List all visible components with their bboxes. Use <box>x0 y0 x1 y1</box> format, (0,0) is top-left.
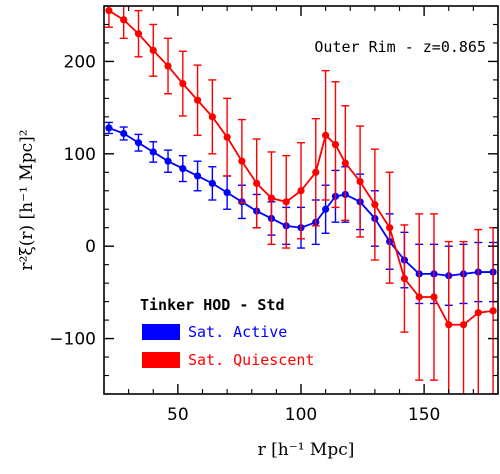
series-quiescent-point <box>312 168 320 176</box>
series-active-point <box>322 205 330 213</box>
series-active-point <box>134 139 143 147</box>
series-quiescent-point <box>253 179 261 187</box>
series-quiescent-point <box>223 133 231 141</box>
plot-area <box>104 6 498 394</box>
legend-title: Tinker HOD - Std <box>140 296 285 314</box>
series-quiescent-point <box>445 321 453 329</box>
series-quiescent-point <box>164 62 172 70</box>
series-quiescent-point <box>120 16 128 24</box>
series-quiescent-line <box>108 9 494 326</box>
series-quiescent-point <box>238 157 246 165</box>
y-tick-label: 100 <box>64 145 96 165</box>
series-quiescent-point <box>331 140 340 149</box>
series-quiescent-point <box>430 293 438 301</box>
series-quiescent-point <box>386 224 394 232</box>
y-tick-label: 0 <box>85 237 96 257</box>
legend-label-quiescent: Sat. Quiescent <box>188 351 314 369</box>
series-quiescent-point <box>149 46 157 54</box>
x-tick-label: 100 <box>285 405 317 425</box>
series-quiescent-point <box>105 7 113 15</box>
series-quiescent-point <box>179 80 187 88</box>
legend-swatch-active <box>142 324 180 340</box>
series-active-point <box>105 124 113 132</box>
series-quiescent-point <box>356 177 364 186</box>
series-quiescent-point <box>322 131 330 139</box>
series-quiescent-point <box>193 96 202 104</box>
series-group <box>104 6 498 394</box>
axis-ticks: 50 100 150 −100 0 100 200 <box>49 5 499 425</box>
series-quiescent-point <box>371 201 379 209</box>
series-quiescent-point <box>267 194 276 202</box>
series-quiescent-point <box>208 113 216 121</box>
series-quiescent-point <box>474 309 482 317</box>
series-active-point <box>120 129 128 138</box>
annotation: Outer Rim - z=0.865 <box>314 38 486 56</box>
series-quiescent-point <box>415 293 423 301</box>
legend: Tinker HOD - Std Sat. Active Sat. Quiesc… <box>140 296 314 369</box>
series-quiescent-point <box>489 307 497 315</box>
series-active-point <box>208 179 216 187</box>
series-active-point <box>193 172 202 180</box>
y-tick-label: −100 <box>49 330 96 350</box>
series-quiescent-point <box>400 274 409 283</box>
y-tick-label: 200 <box>64 52 96 72</box>
series-quiescent-point <box>297 187 305 195</box>
series-quiescent-point <box>282 198 290 206</box>
series-active-point <box>179 164 187 173</box>
legend-label-active: Sat. Active <box>188 323 287 341</box>
x-axis-label: r [h⁻¹ Mpc] <box>258 440 355 460</box>
series-quiescent-point <box>341 159 349 167</box>
series-quiescent-point <box>134 30 143 38</box>
series-quiescent-point <box>459 321 468 329</box>
series-quiescent <box>104 6 498 394</box>
legend-swatch-quiescent <box>142 352 180 368</box>
series-active-point <box>164 157 172 165</box>
series-active-line <box>108 127 494 277</box>
x-tick-label: 150 <box>408 405 440 425</box>
x-tick-label: 50 <box>167 405 189 425</box>
series-active-point <box>223 189 231 197</box>
y-axis-label: r²ξ(r) [h⁻¹ Mpc]² <box>17 129 37 270</box>
series-active-point <box>149 148 157 156</box>
